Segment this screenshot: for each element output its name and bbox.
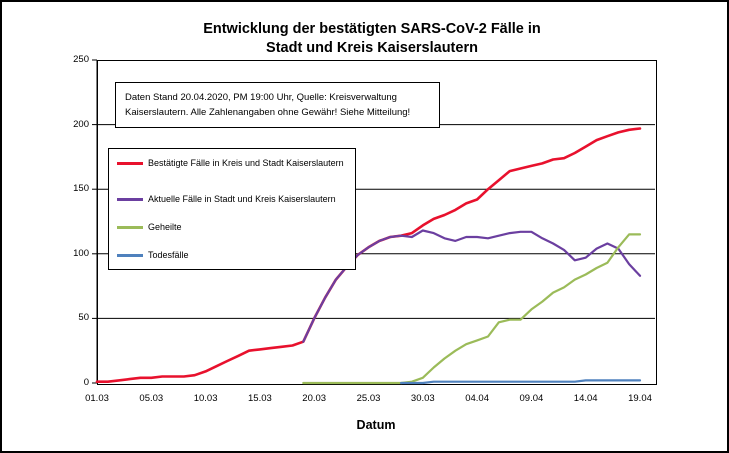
y-axis-tick-label: 250: [73, 54, 89, 65]
y-axis-tick-label: 100: [73, 247, 89, 259]
x-axis-tick-label: 30.03: [410, 393, 435, 404]
x-axis-tick-label: 04.04: [465, 393, 489, 404]
legend-item[interactable]: Geheilte: [117, 221, 182, 233]
legend-item-label: Bestätigte Fälle in Kreis und Stadt Kais…: [148, 158, 344, 168]
legend-item-label: Aktuelle Fälle in Stadt und Kreis Kaiser…: [148, 194, 336, 204]
note-line-1: Daten Stand 20.04.2020, PM 19:00 Uhr, Qu…: [125, 92, 397, 103]
y-axis-tick-label: 50: [78, 312, 89, 324]
y-axis-tick-label: 150: [73, 183, 89, 195]
chart-legend: Bestätigte Fälle in Kreis und Stadt Kais…: [108, 148, 356, 270]
x-axis-tick-label: 05.03: [139, 393, 164, 404]
legend-item-label: Todesfälle: [148, 250, 189, 260]
legend-item[interactable]: Bestätigte Fälle in Kreis und Stadt Kais…: [117, 157, 344, 169]
note-line-2: Kaiserslautern. Alle Zahlenangaben ohne …: [125, 107, 411, 118]
legend-color-swatch-icon: [117, 198, 143, 201]
x-axis-tick-label: 19.04: [628, 393, 652, 404]
x-axis-tick-label: 09.04: [519, 393, 544, 404]
x-axis-tick-label: 10.03: [193, 393, 218, 404]
y-axis-tick-label: 200: [73, 118, 89, 130]
x-axis-tick-label: 20.03: [302, 393, 327, 404]
y-axis-tick-label: 0: [83, 377, 89, 388]
legend-item[interactable]: Todesfälle: [117, 249, 189, 261]
legend-item-label: Geheilte: [148, 222, 182, 232]
legend-color-swatch-icon: [117, 162, 143, 165]
x-axis-tick-label: 15.03: [248, 393, 272, 404]
x-axis-title: Datum: [356, 418, 396, 432]
legend-item[interactable]: Aktuelle Fälle in Stadt und Kreis Kaiser…: [117, 193, 336, 205]
chart-title: Entwicklung der bestätigten SARS-CoV-2 F…: [203, 21, 541, 56]
x-axis-tick-label: 25.03: [356, 393, 381, 404]
legend-color-swatch-icon: [117, 254, 143, 257]
x-axis-tick-label: 14.04: [573, 393, 598, 404]
data-source-note: Daten Stand 20.04.2020, PM 19:00 Uhr, Qu…: [115, 82, 440, 128]
legend-color-swatch-icon: [117, 226, 143, 229]
x-axis-tick-label: 01.03: [85, 393, 109, 404]
